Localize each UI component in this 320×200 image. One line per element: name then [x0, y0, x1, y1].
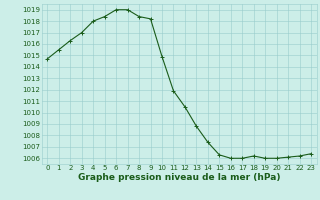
X-axis label: Graphe pression niveau de la mer (hPa): Graphe pression niveau de la mer (hPa)	[78, 173, 280, 182]
